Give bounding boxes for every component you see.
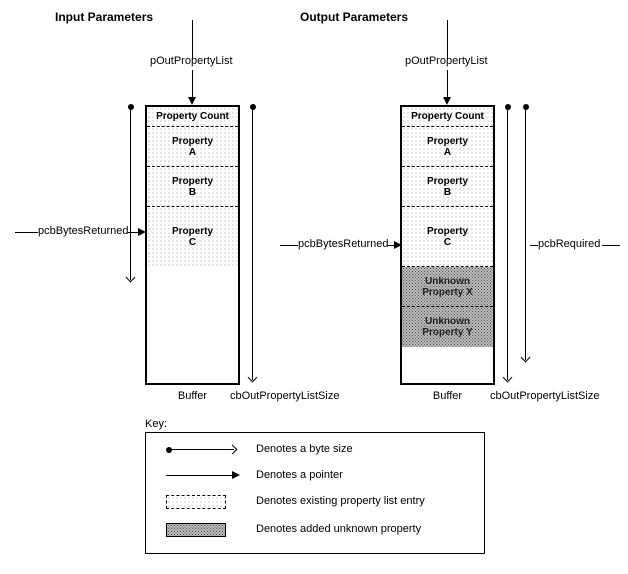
dim-cbsize-right-shaft (507, 107, 508, 380)
key-pointer-shaft (166, 475, 234, 476)
dim-cbsize-right-head (503, 373, 513, 383)
section-count-left: Property Count (147, 107, 238, 127)
section-c-right: Property C (402, 207, 493, 267)
section-unknown-y: Unknown Property Y (402, 307, 493, 347)
dim-pcbret-left-dot (128, 104, 134, 110)
label-pcbret-mid: pcbBytesReturned (298, 238, 389, 250)
key-pointer-label: Denotes a pointer (256, 469, 343, 481)
section-count-right: Property Count (402, 107, 493, 127)
title-output: Output Parameters (300, 10, 408, 24)
dim-pcbreq-dot (523, 104, 529, 110)
label-pcbreq: pcbRequired (538, 238, 600, 250)
dim-cbsize-left-head (248, 373, 258, 383)
section-a-right: Property A (402, 127, 493, 167)
label-poutpropertylist-left: pOutPropertyList (150, 55, 233, 67)
key-existing-swatch (166, 495, 226, 509)
title-input: Input Parameters (55, 10, 153, 24)
arrow-poutpropertylist-left-head (188, 97, 196, 105)
key-box: Denotes a byte size Denotes a pointer De… (145, 432, 485, 554)
key-bytesize-shaft (169, 449, 234, 450)
key-heading: Key: (145, 418, 167, 430)
key-bytesize-label: Denotes a byte size (256, 443, 353, 455)
buffer-right: Property Count Property A Property B Pro… (400, 105, 495, 385)
dim-pcbreq-head (521, 353, 531, 363)
arrow-pcbret-mid-head (394, 241, 402, 249)
buffer-label-right: Buffer (400, 390, 495, 402)
dim-pcbret-left-head (126, 273, 136, 283)
buffer-label-left: Buffer (145, 390, 240, 402)
arrow-pcbreq-post (602, 245, 620, 246)
arrow-poutpropertylist-right-shaft1 (447, 20, 448, 60)
dim-pcbreq-shaft (525, 107, 526, 360)
arrow-poutpropertylist-left-shaft2 (192, 70, 193, 98)
section-c-left: Property C (147, 207, 238, 267)
arrow-pcbret-left-head (138, 228, 146, 236)
arrow-poutpropertylist-left-shaft1 (192, 20, 193, 60)
section-b-left: Property B (147, 167, 238, 207)
section-unknown-x: Unknown Property X (402, 267, 493, 307)
arrow-pcbret-mid-pre (280, 245, 298, 246)
key-pointer-head (232, 471, 240, 479)
dim-cbsize-right-dot (505, 104, 511, 110)
key-added-swatch (166, 523, 226, 537)
label-cbsize-right: cbOutPropertyListSize (490, 390, 599, 402)
arrow-poutpropertylist-right-shaft2 (447, 70, 448, 98)
key-added-label: Denotes added unknown property (256, 523, 421, 535)
section-b-right: Property B (402, 167, 493, 207)
label-cbsize-left: cbOutPropertyListSize (230, 390, 339, 402)
buffer-left: Property Count Property A Property B Pro… (145, 105, 240, 385)
arrow-poutpropertylist-right-head (443, 97, 451, 105)
arrow-pcbret-left-pre (15, 232, 38, 233)
label-poutpropertylist-right: pOutPropertyList (405, 55, 488, 67)
key-existing-label: Denotes existing property list entry (256, 495, 425, 507)
label-pcbret-left: pcbBytesReturned (38, 225, 129, 237)
key-bytesize-dot (166, 447, 172, 453)
dim-cbsize-left-dot (250, 104, 256, 110)
arrow-pcbreq-pre (530, 245, 538, 246)
section-a-left: Property A (147, 127, 238, 167)
dim-cbsize-left-shaft (252, 107, 253, 380)
key-bytesize-head (228, 445, 238, 455)
dim-pcbret-left-shaft (130, 107, 131, 280)
